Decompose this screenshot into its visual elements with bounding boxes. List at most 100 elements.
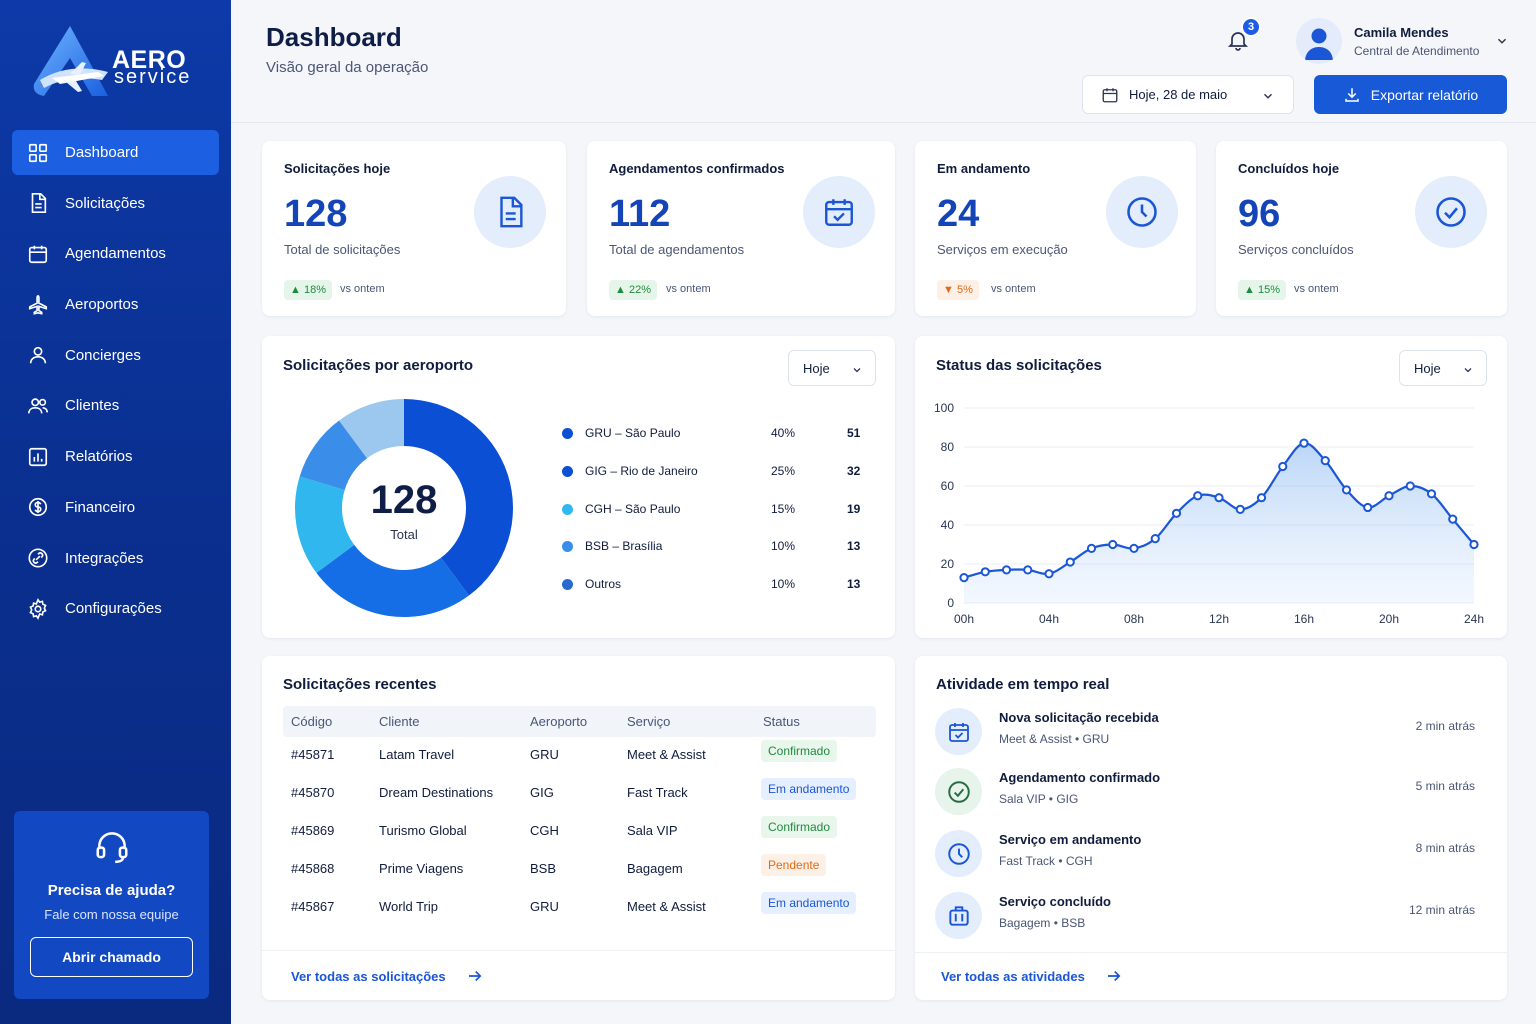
y-tick-label: 100: [934, 401, 954, 415]
bell-icon[interactable]: [1226, 28, 1250, 52]
activity-time: 8 min atrás: [1415, 841, 1475, 855]
data-point[interactable]: [1001, 565, 1012, 575]
x-tick-label: 16h: [1294, 612, 1314, 626]
date-filter-select[interactable]: Hoje, 28 de maio: [1082, 75, 1294, 114]
column-header[interactable]: Cliente: [379, 714, 420, 729]
data-point[interactable]: [1278, 461, 1288, 472]
table-row[interactable]: #45867 World Trip GRU Meet & Assist Em andam…: [283, 889, 876, 927]
activity-title: Serviço concluído: [999, 894, 1111, 909]
data-point[interactable]: [980, 567, 990, 577]
legend-count: 19: [847, 502, 861, 516]
column-header[interactable]: Código: [291, 714, 333, 729]
x-tick-label: 08h: [1124, 612, 1144, 626]
brand-logo[interactable]: AERO service: [30, 22, 210, 106]
page-subtitle: Visão geral da operação: [266, 59, 429, 76]
stat-icon: [474, 176, 546, 248]
data-point[interactable]: [1086, 543, 1097, 553]
data-point[interactable]: [1363, 502, 1373, 513]
sidebar-item-label: Integrações: [65, 549, 144, 567]
sidebar-item-label: Concierges: [65, 346, 141, 364]
data-point[interactable]: [1023, 565, 1033, 575]
plane-logo-icon: [33, 26, 108, 96]
document-icon: [500, 196, 523, 228]
luggage-icon: [948, 905, 969, 926]
sidebar-item-solicitacoes[interactable]: Solicitações: [12, 181, 219, 226]
sidebar-item-agendamentos[interactable]: Agendamentos: [12, 231, 219, 276]
legend-swatch: [562, 579, 573, 590]
airports-period-select[interactable]: Hoje: [788, 350, 876, 386]
table-row[interactable]: #45869 Turismo Global CGH Sala VIP Confirmad…: [283, 813, 876, 851]
column-header[interactable]: Status: [763, 714, 800, 729]
table-row[interactable]: #45871 Latam Travel GRU Meet & Assist Confir…: [283, 737, 876, 775]
donut-slice[interactable]: [316, 544, 469, 617]
table-cell-code: #45869: [291, 823, 335, 838]
data-point[interactable]: [1341, 485, 1352, 495]
data-point[interactable]: [1384, 491, 1394, 501]
data-point[interactable]: [1256, 493, 1267, 503]
table-row[interactable]: #45870 Dream Destinations GIG Fast Track Em …: [283, 775, 876, 813]
donut-slice[interactable]: [299, 420, 368, 491]
activity-time: 2 min atrás: [1415, 719, 1475, 733]
open-ticket-button[interactable]: Abrir chamado: [30, 937, 193, 977]
table-row[interactable]: #45868 Prime Viagens BSB Bagagem Pendente: [283, 851, 876, 889]
data-point[interactable]: [1171, 508, 1182, 518]
data-point[interactable]: [1150, 534, 1160, 544]
view-all-requests-link[interactable]: Ver todas as solicitações: [291, 967, 484, 985]
data-point[interactable]: [1448, 514, 1458, 524]
legend-label: CGH – São Paulo: [585, 502, 681, 516]
data-point[interactable]: [1235, 504, 1245, 514]
legend-count: 13: [847, 539, 861, 553]
trend-value: 22%: [628, 284, 651, 296]
status-period-select[interactable]: Hoje: [1399, 350, 1487, 386]
export-report-button[interactable]: Exportar relatório: [1314, 75, 1507, 114]
sidebar-item-clientes[interactable]: Clientes: [12, 383, 219, 428]
data-point[interactable]: [1108, 539, 1118, 550]
column-header[interactable]: Aeroporto: [530, 714, 588, 729]
donut-slice[interactable]: [295, 476, 355, 573]
activity-item[interactable]: Serviço concluído Bagagem • BSB 12 min a…: [935, 892, 1475, 942]
status-card: Status das solicitações Hoje 0 20 40 60 80 10…: [915, 336, 1507, 638]
sidebar-item-configuracoes[interactable]: Configurações: [12, 586, 219, 631]
activity-meta: Sala VIP • GIG: [999, 792, 1079, 806]
sidebar-item-integracoes[interactable]: Integrações: [12, 536, 219, 581]
activity-item[interactable]: Serviço em andamento Fast Track • CGH 8 …: [935, 830, 1475, 880]
sidebar-item-relatorios[interactable]: Relatórios: [12, 434, 219, 479]
activity-item[interactable]: Agendamento confirmado Sala VIP • GIG 5 …: [935, 768, 1475, 818]
data-point[interactable]: [1065, 557, 1075, 567]
view-all-activities-link[interactable]: Ver todas as atividades: [941, 967, 1123, 985]
data-point[interactable]: [1214, 493, 1224, 503]
sidebar-item-label: Clientes: [65, 397, 120, 415]
user-name[interactable]: Camila Mendes: [1354, 25, 1449, 40]
data-point[interactable]: [1320, 456, 1330, 466]
sidebar-item-financeiro[interactable]: Financeiro: [12, 485, 219, 530]
stat-compare: vs ontem: [991, 283, 1036, 295]
activity-meta: Meet & Assist • GRU: [999, 732, 1110, 746]
airplane-icon: [28, 294, 48, 315]
clock-icon: [947, 842, 970, 865]
donut-slice[interactable]: [339, 399, 404, 459]
data-point[interactable]: [959, 573, 969, 583]
sidebar-item-aeroportos[interactable]: Aeroportos: [12, 282, 219, 327]
table-cell-airport: GIG: [530, 785, 554, 800]
sidebar-item-concierges[interactable]: Concierges: [12, 333, 219, 378]
data-point[interactable]: [1426, 489, 1437, 499]
table-cell-client: Dream Destinations: [379, 785, 494, 800]
data-point[interactable]: [1193, 491, 1203, 501]
document-icon: [31, 193, 47, 214]
data-point[interactable]: [1044, 569, 1054, 579]
data-point[interactable]: [1299, 438, 1309, 448]
recent-requests-title: Solicitações recentes: [283, 676, 437, 693]
data-point[interactable]: [1129, 543, 1139, 553]
table-header: Código Cliente Aeroporto Serviço Status: [283, 706, 876, 737]
chevron-down-icon[interactable]: [1495, 34, 1509, 48]
page-title: Dashboard: [266, 22, 402, 52]
table-cell-client: Turismo Global: [379, 823, 467, 838]
data-point[interactable]: [1405, 481, 1415, 491]
donut-slice[interactable]: [404, 399, 513, 596]
table-cell-airport: GRU: [530, 899, 559, 914]
sidebar-item-dashboard[interactable]: Dashboard: [12, 130, 219, 175]
data-point[interactable]: [1469, 539, 1479, 550]
activity-item[interactable]: Nova solicitação recebida Meet & Assist …: [935, 708, 1475, 758]
avatar[interactable]: [1296, 18, 1342, 64]
column-header[interactable]: Serviço: [627, 714, 671, 729]
